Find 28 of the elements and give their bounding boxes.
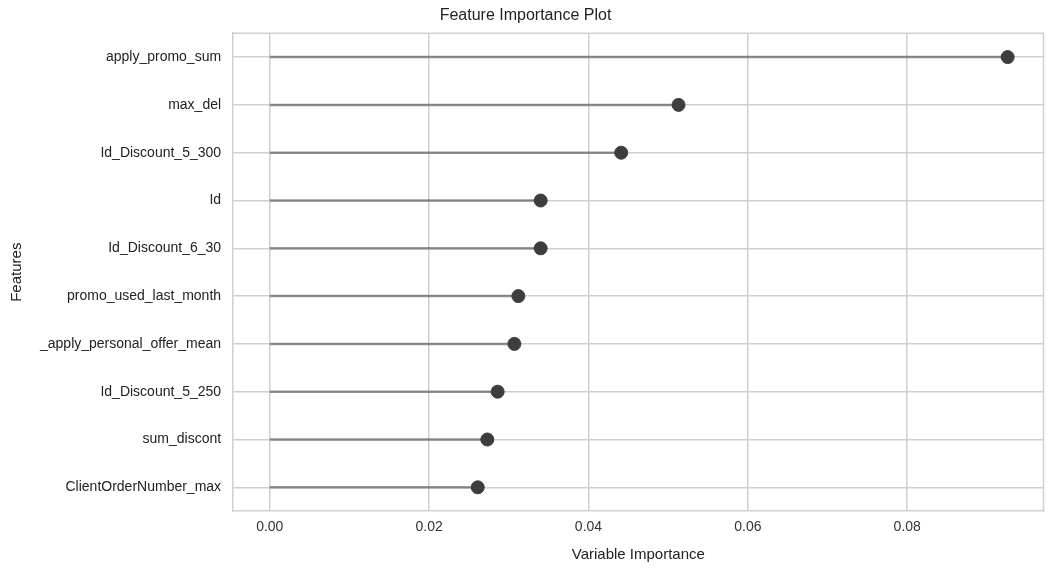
y-tick-label: _apply_personal_offer_mean bbox=[38, 334, 222, 351]
x-tick-label: 0.04 bbox=[574, 518, 603, 535]
point bbox=[671, 97, 686, 112]
point bbox=[533, 241, 548, 256]
point bbox=[507, 336, 522, 351]
point bbox=[480, 432, 495, 447]
y-tick-label: Id bbox=[209, 191, 222, 208]
x-tick-label: 0.06 bbox=[734, 518, 762, 535]
x-tick-label: 0.00 bbox=[256, 518, 284, 535]
y-tick-label: Id_Discount_6_30 bbox=[108, 239, 222, 256]
y-axis-title: Features bbox=[7, 242, 25, 302]
x-tick-label: 0.02 bbox=[415, 518, 443, 535]
point bbox=[511, 289, 526, 304]
y-tick-label: apply_promo_sum bbox=[105, 47, 222, 64]
point bbox=[533, 193, 548, 208]
point bbox=[470, 480, 485, 495]
y-tick-label: Id_Discount_5_250 bbox=[100, 382, 222, 399]
y-tick-label: promo_used_last_month bbox=[66, 286, 222, 303]
y-tick-label: ClientOrderNumber_max bbox=[65, 478, 222, 495]
y-tick-label: Id_Discount_5_300 bbox=[100, 143, 222, 160]
point bbox=[614, 145, 629, 160]
y-tick-label: sum_discont bbox=[142, 430, 222, 447]
point bbox=[1000, 50, 1015, 65]
chart-title: Feature Importance Plot bbox=[439, 6, 612, 24]
x-axis-title: Variable Importance bbox=[571, 545, 705, 563]
x-tick-label: 0.08 bbox=[893, 518, 922, 535]
point bbox=[490, 384, 505, 399]
y-tick-label: max_del bbox=[168, 95, 222, 112]
